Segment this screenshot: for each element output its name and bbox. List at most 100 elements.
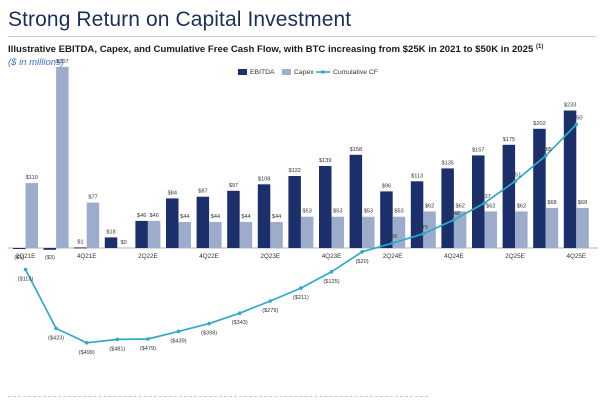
- capex-data-label: $44: [272, 214, 281, 220]
- capex-bar: [331, 216, 344, 248]
- capex-data-label: $62: [456, 203, 465, 209]
- ebitda-bar: [349, 154, 363, 248]
- ebitda-data-label: $135: [441, 160, 453, 166]
- capex-data-label: $62: [425, 203, 434, 209]
- ebitda-data-label: $46: [137, 213, 146, 219]
- ebitda-data-label: ($3): [45, 255, 55, 261]
- cumulative-cf-data-label: ($398): [201, 331, 217, 337]
- cumulative-cf-point: [482, 201, 487, 205]
- ebitda-data-label: $233: [564, 103, 576, 109]
- capex-data-label: $77: [88, 195, 97, 201]
- capex-data-label: $307: [56, 59, 68, 65]
- capex-data-label: $53: [303, 209, 312, 215]
- ebitda-data-label: $202: [533, 121, 545, 127]
- cumulative-cf-point: [207, 321, 211, 326]
- title-divider: [8, 36, 596, 37]
- footer-divider: [8, 396, 428, 398]
- capex-data-label: $62: [517, 203, 526, 209]
- x-tick-label: 2Q22E: [138, 253, 158, 260]
- cumulative-cf-data-label: ($20): [356, 259, 369, 265]
- ebitda-data-label: $97: [229, 183, 238, 189]
- ebitda-bar: [74, 247, 87, 249]
- ebitda-bar: [104, 237, 118, 248]
- ebitda-bar: [380, 191, 393, 248]
- chart-subtitle: Illustrative EBITDA, Capex, and Cumulati…: [8, 44, 543, 55]
- ebitda-bar: [472, 155, 485, 248]
- ebitda-bar: [502, 144, 516, 249]
- cumulative-cf-data-label: ($481): [109, 346, 125, 352]
- legend-label-capex: Capex: [294, 69, 314, 76]
- capex-data-label: $110: [26, 175, 38, 181]
- ebitda-data-label: $158: [350, 147, 362, 153]
- ebitda-bar: [166, 198, 179, 248]
- x-tick-label: 4Q21E: [77, 253, 97, 260]
- capex-data-label: $53: [333, 209, 342, 215]
- cumulative-cf-data-label: $148: [448, 211, 460, 217]
- cumulative-cf-data-label: ($125): [323, 279, 339, 285]
- capex-bar: [209, 222, 222, 248]
- x-tick-label: 4Q22E: [199, 253, 219, 260]
- ebitda-bar: [441, 168, 454, 248]
- cumulative-cf-data-label: $75: [419, 225, 428, 231]
- cumulative-cf-point: [54, 326, 58, 331]
- x-tick-label: 2Q23E: [260, 253, 280, 260]
- ebitda-bar: [288, 176, 301, 248]
- legend-marker-cumulative-cf: [321, 70, 325, 74]
- ebitda-data-label: $18: [106, 229, 115, 235]
- cumulative-cf-point: [176, 329, 181, 334]
- capex-bar: [270, 222, 283, 248]
- subtitle-text: Illustrative EBITDA, Capex, and Cumulati…: [8, 44, 534, 56]
- capex-data-label: $46: [150, 213, 159, 219]
- ebitda-data-label: $108: [258, 176, 270, 182]
- legend-label-cumulative-cf: Cumulative CF: [333, 69, 378, 76]
- cumulative-cf-point: [268, 299, 273, 303]
- cumulative-cf-data-label: $485: [539, 147, 551, 153]
- cumulative-cf-point: [543, 154, 548, 158]
- x-tick-label: 2Q21E: [16, 253, 36, 260]
- capex-bar: [25, 183, 38, 248]
- capex-bar: [86, 202, 100, 248]
- cumulative-cf-point: [513, 179, 517, 184]
- ebitda-data-label: ($1): [14, 255, 24, 261]
- cumulative-cf-point: [390, 241, 395, 245]
- cumulative-cf-point: [329, 270, 334, 274]
- ebitda-data-label: $175: [503, 137, 515, 143]
- x-tick-label: 4Q25E: [566, 253, 586, 260]
- ebitda-bar: [135, 220, 148, 248]
- cumulative-cf-point: [574, 122, 579, 127]
- cumulative-cf-data-label: ($499): [79, 350, 95, 356]
- cumulative-cf-data-label: $351: [509, 172, 521, 178]
- ebitda-bar: [13, 248, 26, 249]
- ebitda-bar: [257, 184, 271, 248]
- page-title: Strong Return on Capital Investment: [8, 8, 352, 31]
- x-tick-label: 4Q23E: [322, 253, 342, 260]
- cumulative-cf-point: [360, 250, 364, 254]
- capex-bar: [423, 211, 436, 248]
- ebitda-bar: [196, 196, 210, 248]
- cumulative-cf-point: [421, 232, 426, 236]
- capex-bar: [56, 66, 69, 249]
- cumulative-cf-point: [84, 341, 89, 345]
- ebitda-data-label: $122: [288, 168, 300, 174]
- ebitda-data-label: $139: [319, 158, 331, 164]
- cumulative-cf-data-label: ($113): [18, 277, 34, 283]
- cumulative-cf-data-label: ($479): [140, 346, 156, 352]
- cumulative-cf-data-label: ($343): [232, 320, 248, 326]
- subtitle-footnote: (1): [536, 44, 544, 50]
- capex-data-label: $0: [120, 240, 126, 246]
- legend-swatch-ebitda: [238, 69, 247, 75]
- cumulative-cf-point: [237, 311, 242, 316]
- cumulative-cf-data-label: ($211): [293, 295, 309, 301]
- cumulative-cf-data-label: ($279): [262, 308, 278, 314]
- x-tick-label: 4Q24E: [444, 253, 464, 260]
- capex-data-label: $44: [211, 214, 220, 220]
- capex-data-label: $68: [547, 200, 556, 206]
- ebitda-data-label: $1: [77, 239, 83, 245]
- legend-swatch-capex: [282, 69, 291, 75]
- ebitda-bar: [227, 190, 240, 248]
- cumulative-cf-data-label: $650: [570, 116, 582, 122]
- legend-label-ebitda: EBITDA: [250, 69, 275, 76]
- capex-bar: [545, 207, 559, 248]
- cumulative-cf-point: [146, 337, 150, 341]
